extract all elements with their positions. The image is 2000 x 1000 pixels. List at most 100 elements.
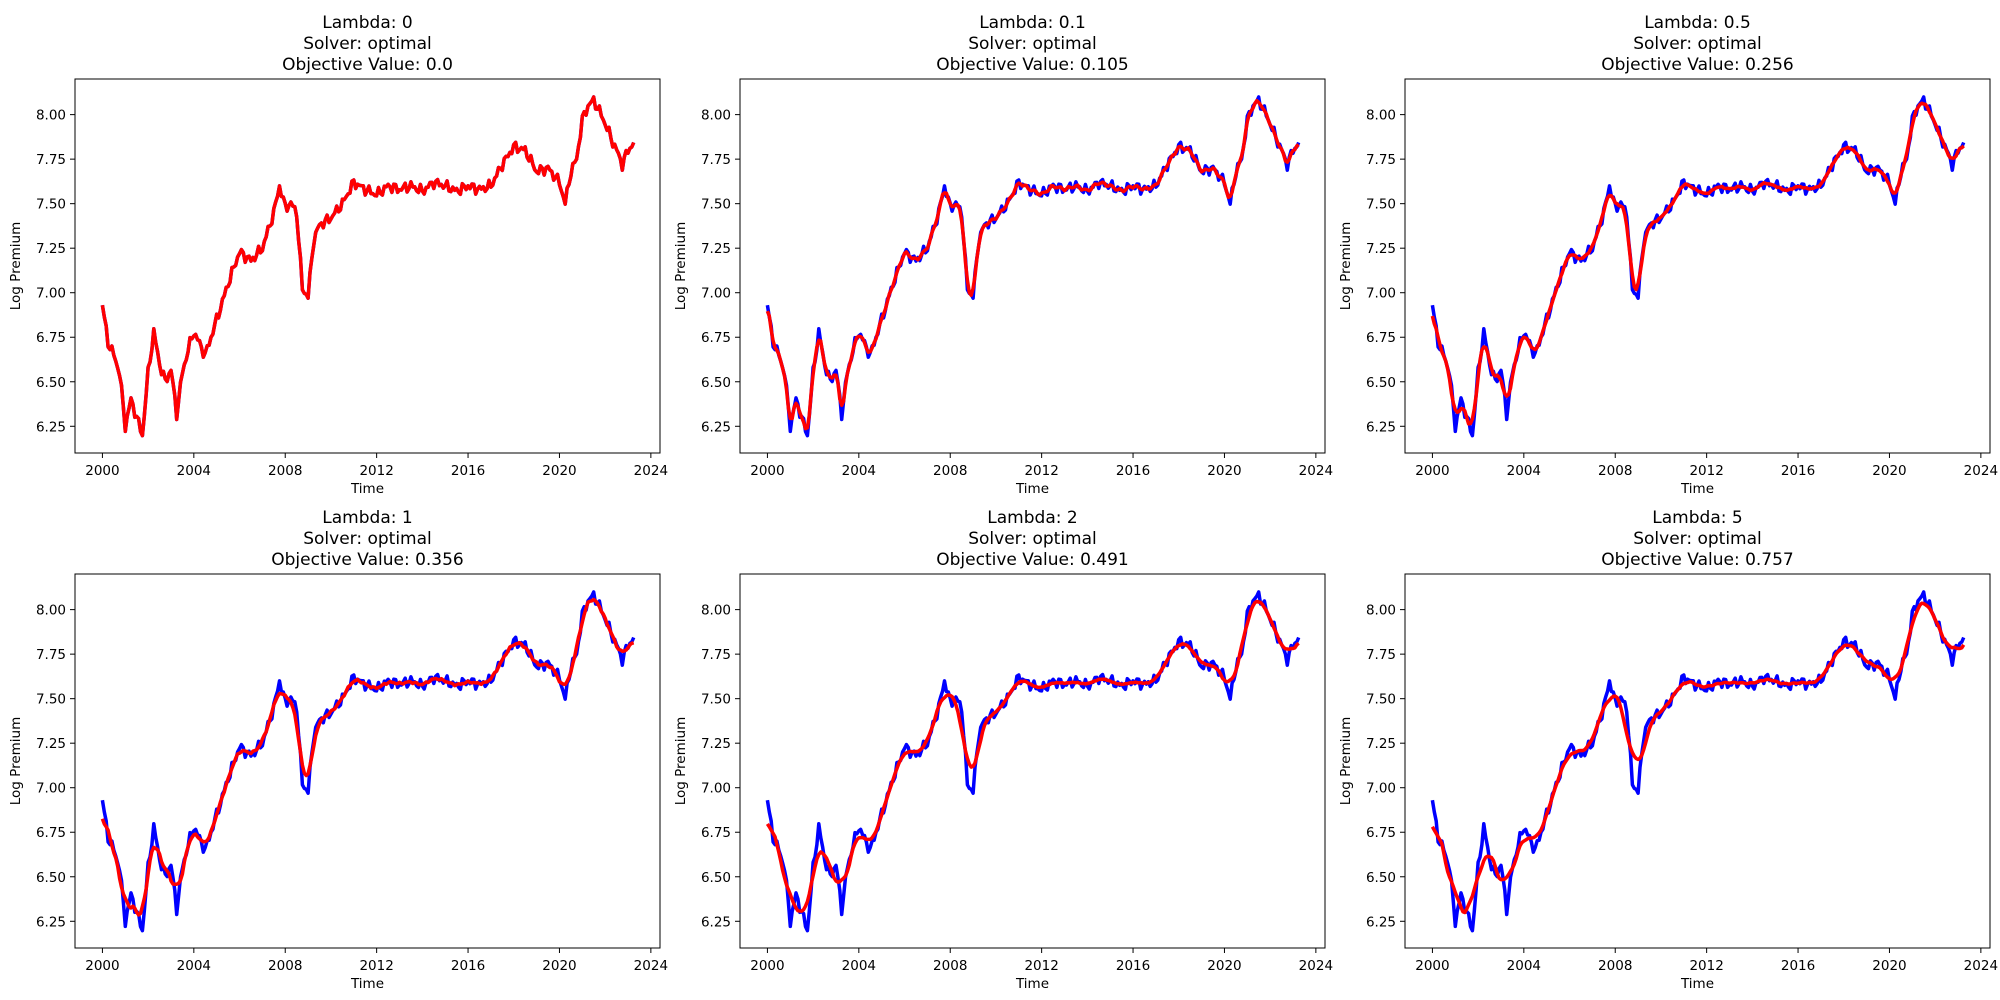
y-tick-label: 6.25 [1366,914,1396,930]
x-tick-label: 2000 [85,463,119,479]
x-tick-label: 2012 [1024,463,1058,479]
x-tick-label: 2012 [1689,958,1723,974]
plot-frame [74,573,661,949]
x-tick-label: 2008 [268,958,302,974]
x-tick-label: 2004 [842,463,876,479]
x-tick-label: 2024 [1964,463,1998,479]
y-tick-label: 7.00 [1366,781,1396,797]
x-tick-label: 2020 [1872,958,1906,974]
plot-frame [74,78,661,454]
chart-title-line: Lambda: 0.5 [1644,13,1751,33]
x-tick-label: 2016 [451,463,485,479]
y-tick-label: 7.50 [701,692,731,708]
chart-title-line: Solver: optimal [968,34,1097,54]
y-tick-label: 6.75 [36,825,66,841]
x-tick-label: 2016 [451,958,485,974]
x-tick-label: 2008 [1598,463,1632,479]
y-tick-label: 6.25 [36,914,66,930]
x-tick-label: 2024 [1299,463,1333,479]
x-tick-label: 2008 [933,958,967,974]
x-tick-label: 2012 [359,958,393,974]
original-series-line [765,590,1301,933]
y-tick-label: 7.00 [1366,286,1396,302]
x-tick-label: 2008 [933,463,967,479]
y-tick-label: 7.25 [1366,736,1396,752]
y-tick-label: 6.75 [1366,330,1396,346]
x-axis-label: Time [1015,481,1049,497]
chart-title-line: Lambda: 1 [322,508,412,528]
chart-title-line: Objective Value: 0.491 [936,550,1129,570]
x-tick-label: 2000 [750,958,784,974]
smoothed-series-line [100,597,635,917]
y-tick-label: 6.50 [701,870,731,886]
y-tick-label: 6.50 [36,870,66,886]
x-tick-label: 2024 [634,958,668,974]
x-tick-label: 2016 [1116,463,1150,479]
chart-title-line: Solver: optimal [968,529,1097,549]
chart-title-line: Solver: optimal [1633,34,1762,54]
y-tick-label: 8.00 [701,603,731,619]
y-tick-label: 6.75 [36,330,66,346]
y-tick-label: 6.25 [701,914,731,930]
y-tick-label: 7.75 [701,647,731,663]
smoothed-series-line [100,95,636,438]
smoothed-series-line [765,98,1300,431]
y-tick-label: 7.75 [1366,152,1396,168]
y-tick-label: 7.50 [1366,197,1396,213]
x-tick-label: 2000 [85,958,119,974]
y-tick-label: 6.50 [1366,870,1396,886]
y-tick-label: 7.25 [36,241,66,257]
x-tick-label: 2008 [268,463,302,479]
x-tick-label: 2004 [842,958,876,974]
x-tick-label: 2000 [750,463,784,479]
y-tick-label: 7.00 [36,286,66,302]
x-axis-label: Time [350,481,384,497]
y-tick-label: 7.00 [36,781,66,797]
x-tick-label: 2016 [1781,463,1815,479]
chart-title-line: Solver: optimal [1633,529,1762,549]
y-axis-label: Log Premium [8,222,24,310]
x-tick-label: 2016 [1781,958,1815,974]
x-tick-label: 2020 [542,463,576,479]
chart-title-line: Solver: optimal [303,529,432,549]
x-tick-label: 2000 [1415,958,1449,974]
plot-frame [1404,78,1991,454]
y-tick-label: 6.25 [36,419,66,435]
original-series-line [100,95,636,438]
y-tick-label: 7.00 [701,781,731,797]
chart-title-line: Objective Value: 0.356 [271,550,464,570]
x-axis-label: Time [350,976,384,992]
y-tick-label: 7.75 [36,152,66,168]
original-series-line [100,590,636,933]
y-tick-label: 8.00 [1366,108,1396,124]
x-tick-label: 2020 [1207,463,1241,479]
y-axis-label: Log Premium [673,717,689,805]
x-tick-label: 2020 [1872,463,1906,479]
x-axis-label: Time [1680,976,1714,992]
y-tick-label: 7.00 [701,286,731,302]
y-tick-label: 6.75 [701,825,731,841]
y-axis-label: Log Premium [8,717,24,805]
x-tick-label: 2024 [1299,958,1333,974]
y-tick-label: 7.75 [36,647,66,663]
y-tick-label: 6.75 [701,330,731,346]
y-tick-label: 8.00 [1366,603,1396,619]
chart-title-line: Objective Value: 0.256 [1601,55,1794,75]
y-tick-label: 6.50 [701,375,731,391]
y-tick-label: 7.50 [701,197,731,213]
plot-frame [1404,573,1991,949]
x-tick-label: 2004 [1507,463,1541,479]
smoothed-series-line [765,599,1300,913]
x-tick-label: 2012 [1689,463,1723,479]
original-series-line [1430,590,1966,933]
y-tick-label: 7.50 [36,197,66,213]
y-tick-label: 7.75 [701,152,731,168]
y-tick-label: 6.50 [1366,375,1396,391]
chart-title-line: Lambda: 5 [1652,508,1742,528]
